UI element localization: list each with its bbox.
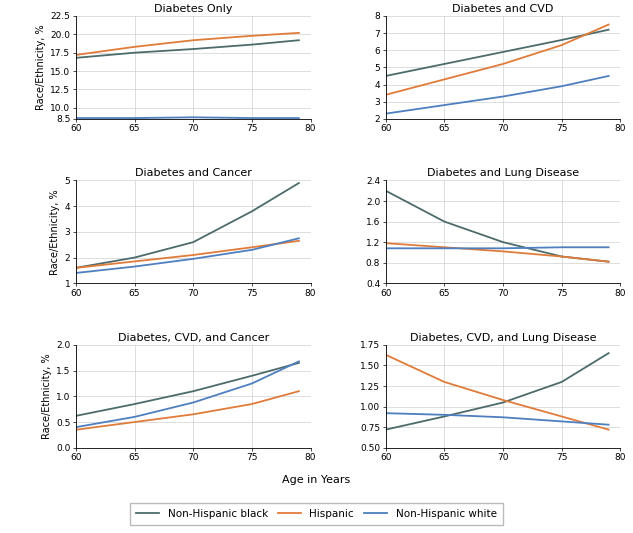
Title: Diabetes and CVD: Diabetes and CVD <box>453 4 554 14</box>
Title: Diabetes and Lung Disease: Diabetes and Lung Disease <box>427 168 579 179</box>
Y-axis label: Race/Ethnicity, %: Race/Ethnicity, % <box>42 353 52 439</box>
Title: Diabetes, CVD, and Cancer: Diabetes, CVD, and Cancer <box>118 333 269 343</box>
Legend: Non-Hispanic black, Hispanic, Non-Hispanic white: Non-Hispanic black, Hispanic, Non-Hispan… <box>130 503 503 525</box>
Text: Age in Years: Age in Years <box>282 475 351 484</box>
Title: Diabetes and Cancer: Diabetes and Cancer <box>135 168 252 179</box>
Title: Diabetes Only: Diabetes Only <box>154 4 232 14</box>
Y-axis label: Race/Ethnicity, %: Race/Ethnicity, % <box>51 189 61 274</box>
Title: Diabetes, CVD, and Lung Disease: Diabetes, CVD, and Lung Disease <box>410 333 596 343</box>
Y-axis label: Race/Ethnicity, %: Race/Ethnicity, % <box>36 25 46 110</box>
